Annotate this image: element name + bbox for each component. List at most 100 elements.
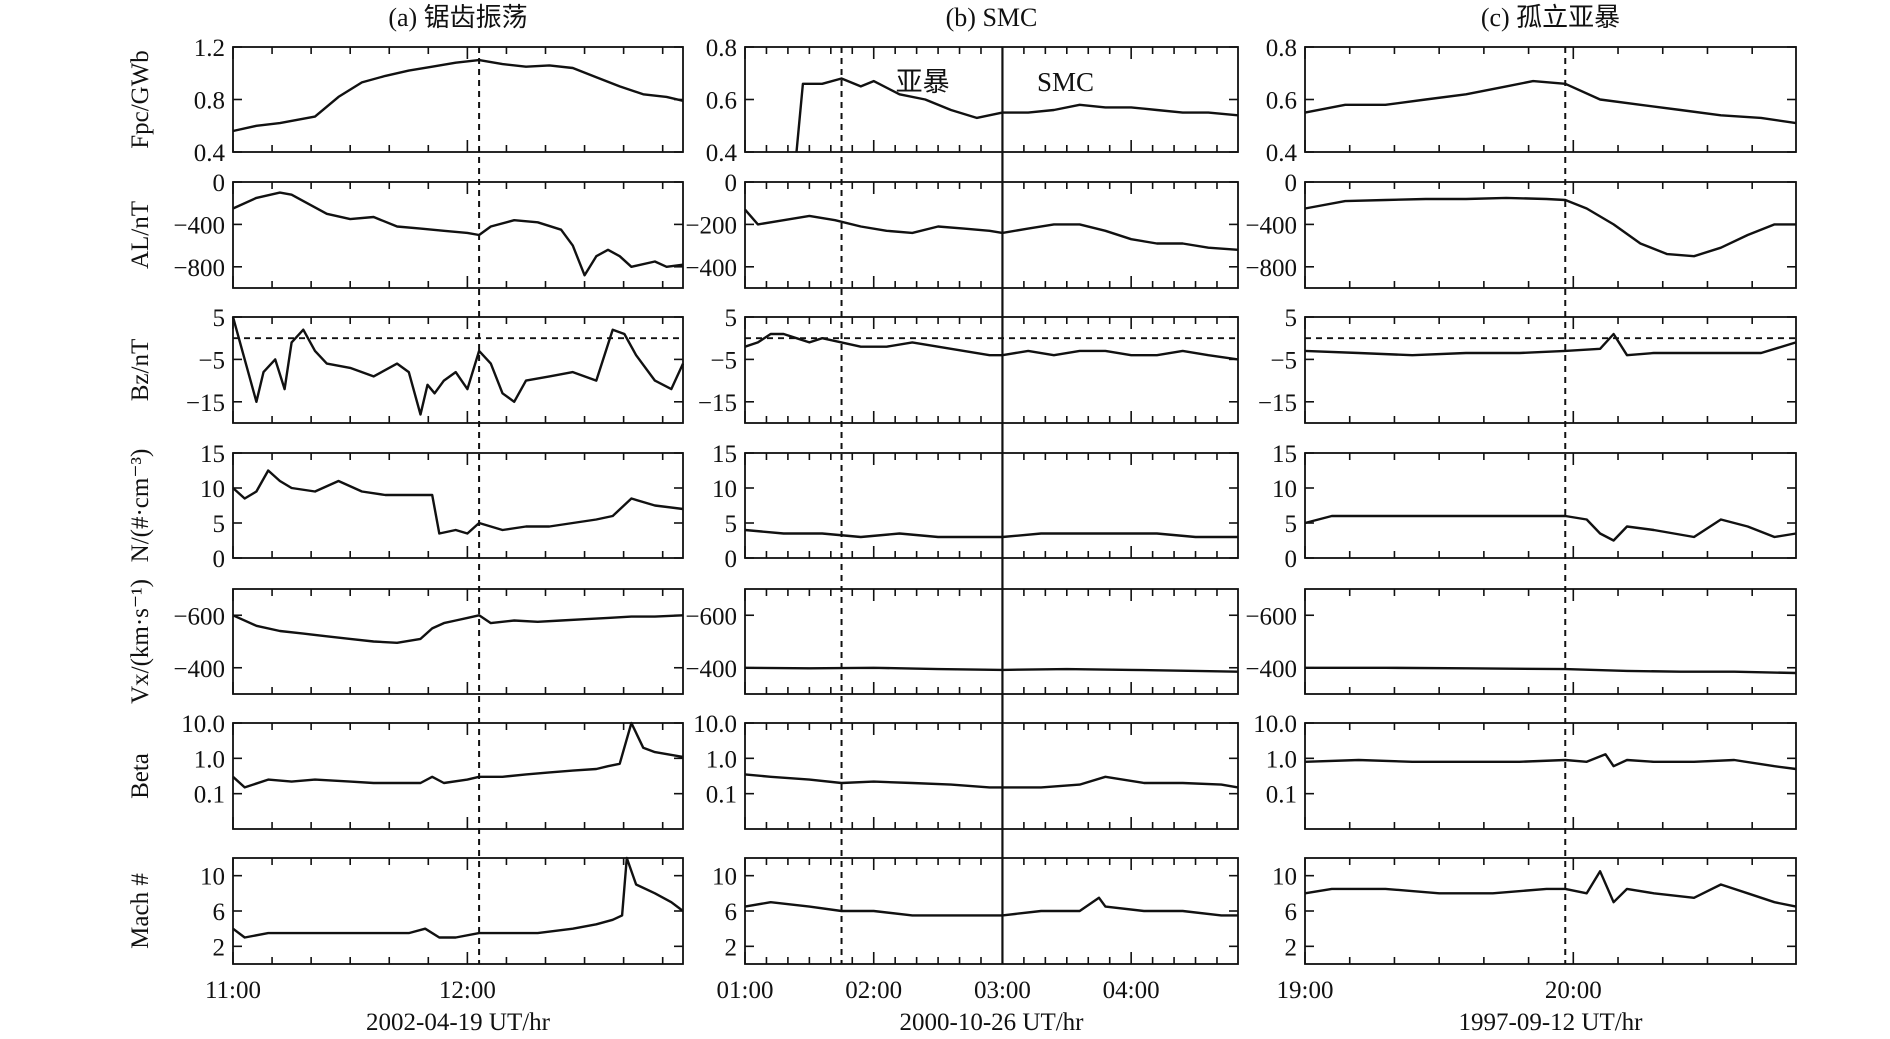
- series-line-beta: [744, 773, 1239, 789]
- y-tick-label: 0.4: [1266, 140, 1298, 167]
- series-line-fpc: [1304, 79, 1797, 125]
- series-line-n: [1304, 514, 1797, 542]
- y-tick-label: −400: [1245, 212, 1297, 239]
- plot-frame: [744, 316, 1239, 424]
- x-axis-label: 1997-09-12 UT/hr: [1459, 1009, 1644, 1036]
- plot-frame: [232, 181, 684, 289]
- series-line-fpc: [795, 77, 1239, 153]
- x-tick-label: 12:00: [439, 977, 496, 1004]
- y-tick-label: 5: [213, 305, 226, 332]
- series-line-al: [744, 208, 1239, 251]
- panel-a: (a) 锯齿振荡 11:00 12:00 2002-04-19 UT/hr 0.4 0.8…: [173, 3, 685, 1036]
- y-tick-label: 5: [213, 511, 226, 538]
- subplot-al: 0 −400 −800: [1245, 170, 1797, 289]
- y-tick-label: 5: [1285, 305, 1298, 332]
- subplot-al: 0 −200 −400: [685, 170, 1239, 289]
- y-tick-label: 5: [725, 511, 738, 538]
- plot-frame: [744, 452, 1239, 559]
- ylabel-bz: Bz/nT: [127, 339, 154, 402]
- plot-frame: [1304, 316, 1797, 424]
- y-tick-label: 2: [725, 934, 738, 961]
- plot-frame: [1304, 181, 1797, 289]
- y-tick-label: 5: [725, 305, 738, 332]
- y-tick-label: −800: [1245, 255, 1297, 282]
- plot-frame: [232, 722, 684, 830]
- y-tick-label: 15: [200, 441, 225, 468]
- y-tick-label: 2: [213, 934, 226, 961]
- series-line-vx: [744, 666, 1239, 673]
- y-tick-label: 0.8: [194, 88, 225, 115]
- panel-b: (b) SMC 01:00 02:00 03:00 04:00 2000-10-26 UT…: [685, 3, 1239, 1036]
- y-tick-label: 0.8: [706, 35, 737, 62]
- series-line-n: [232, 469, 684, 535]
- y-tick-label: −5: [710, 347, 737, 374]
- subplot-beta: 10.0 1.0 0.1: [693, 711, 1239, 830]
- series-line-bz: [1304, 332, 1797, 357]
- series-line-beta: [232, 721, 684, 789]
- y-tick-label: −400: [1245, 656, 1297, 683]
- y-tick-label: −400: [173, 212, 225, 239]
- ylabel-vx: Vx/(km·s⁻¹): [127, 579, 154, 704]
- series-line-mach: [1304, 870, 1797, 908]
- y-tick-label: 10: [200, 476, 225, 503]
- y-tick-label: 15: [712, 441, 737, 468]
- y-tick-label: 6: [725, 899, 738, 926]
- y-tick-label: 5: [1285, 511, 1298, 538]
- subplot-n: 15 10 5 0: [200, 441, 684, 573]
- plot-frame: [744, 181, 1239, 289]
- ylabel-fpc: Fpc/GWb: [127, 50, 154, 149]
- subplot-n: 15 10 5 0: [1272, 441, 1797, 573]
- y-tick-label: −15: [698, 390, 737, 417]
- subplot-fpc: 0.4 0.8 1.2: [194, 35, 684, 167]
- y-tick-label: 10: [712, 864, 737, 891]
- plot-frame: [1304, 722, 1797, 830]
- subplot-mach: 10 6 2: [1272, 857, 1797, 965]
- x-tick-label: 01:00: [717, 977, 774, 1004]
- y-tick-label: 1.0: [194, 746, 225, 773]
- x-tick-label: 20:00: [1545, 977, 1602, 1004]
- plot-frame: [232, 588, 684, 695]
- y-tick-label: −5: [1270, 347, 1297, 374]
- x-axis-label: 2002-04-19 UT/hr: [366, 1009, 551, 1036]
- y-tick-label: 0.4: [194, 140, 226, 167]
- y-tick-label: −400: [685, 255, 737, 282]
- subplot-vx: −600 −400: [685, 588, 1239, 695]
- plot-frame: [232, 452, 684, 559]
- subplot-fpc: 0.8 0.6 0.4: [1266, 35, 1797, 167]
- series-line-beta: [1304, 753, 1797, 771]
- ylabel-beta: Beta: [127, 753, 154, 799]
- y-tick-label: −400: [173, 656, 225, 683]
- series-line-al: [232, 191, 684, 277]
- y-tick-label: 0.1: [706, 782, 737, 809]
- y-tick-label: 10.0: [693, 711, 737, 738]
- y-tick-label: −400: [685, 656, 737, 683]
- y-tick-label: 0.1: [1266, 782, 1297, 809]
- panel-title: (b) SMC: [946, 3, 1038, 32]
- series-line-mach: [744, 896, 1238, 917]
- y-tick-label: −15: [186, 390, 225, 417]
- y-tick-label: 6: [1285, 899, 1298, 926]
- y-tick-label: 1.2: [194, 35, 225, 62]
- y-tick-label: 0: [725, 170, 738, 197]
- subplot-n: 15 10 5 0: [712, 441, 1239, 573]
- y-tick-label: 1.0: [1266, 746, 1297, 773]
- y-tick-label: 0: [1285, 170, 1298, 197]
- ylabel-n: N/(#·cm⁻³): [127, 449, 154, 563]
- y-tick-label: 10.0: [1253, 711, 1297, 738]
- series-line-n: [744, 528, 1238, 539]
- plot-frame: [232, 316, 684, 424]
- subplot-mach: 10 6 2: [712, 857, 1239, 965]
- panel-c: (c) 孤立亚暴 19:00 20:00 1997-09-12 UT/hr 0.8 0.6…: [1245, 3, 1797, 1036]
- y-tick-label: 0: [725, 546, 738, 573]
- series-line-bz: [744, 332, 1239, 361]
- series-line-mach: [232, 856, 684, 939]
- y-tick-label: −600: [685, 603, 737, 630]
- subplot-bz: 5 −5 −15: [186, 305, 685, 424]
- y-tick-label: −15: [1258, 390, 1297, 417]
- subplot-vx: −600 −400: [173, 588, 684, 695]
- y-tick-label: 6: [213, 899, 226, 926]
- subplot-vx: −600 −400: [1245, 588, 1797, 695]
- y-tick-label: 2: [1285, 934, 1298, 961]
- plot-frame: [232, 857, 684, 965]
